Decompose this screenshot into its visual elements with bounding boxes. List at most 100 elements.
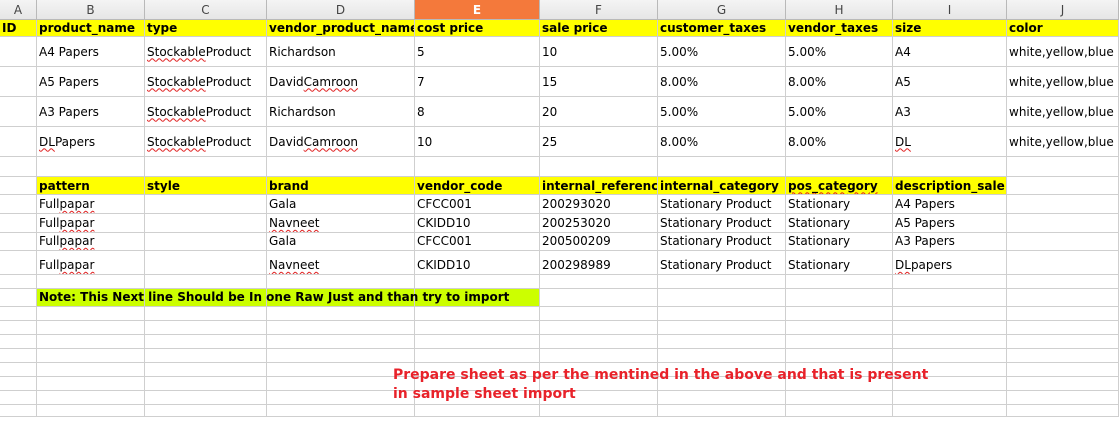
cell-i[interactable]: A3 Papers: [893, 233, 1007, 250]
cell-j[interactable]: [1007, 307, 1119, 320]
cell-e[interactable]: [415, 363, 540, 376]
cell-c[interactable]: [145, 214, 267, 232]
cell-f[interactable]: 25: [540, 127, 658, 156]
cell-g[interactable]: 5.00%: [658, 97, 786, 126]
cell-g[interactable]: [658, 377, 786, 390]
cell-h[interactable]: 5.00%: [786, 37, 893, 66]
cell-h[interactable]: [786, 363, 893, 376]
cell-e[interactable]: [415, 289, 540, 306]
cell-c[interactable]: [145, 233, 267, 250]
cell-f[interactable]: 15: [540, 67, 658, 96]
note-cell[interactable]: Note: This Next line Should be In one Ra…: [37, 289, 509, 306]
cell-a[interactable]: [0, 214, 37, 232]
cell-e[interactable]: [415, 349, 540, 362]
column-header-b[interactable]: B: [37, 0, 145, 20]
cell-f[interactable]: [540, 363, 658, 376]
cell-j[interactable]: [1007, 321, 1119, 334]
cell-h[interactable]: Stationary: [786, 214, 893, 232]
cell-c[interactable]: [145, 335, 267, 348]
cell-h[interactable]: [786, 275, 893, 288]
cell-d[interactable]: Navneet: [267, 214, 415, 232]
cell-j[interactable]: white,yellow,blue: [1007, 37, 1119, 66]
cell-c[interactable]: [145, 289, 267, 306]
cell-j[interactable]: [1007, 349, 1119, 362]
cell-i[interactable]: [893, 157, 1007, 176]
cell-d[interactable]: Navneet: [267, 251, 415, 274]
cell-e[interactable]: [415, 405, 540, 416]
cell-j[interactable]: [1007, 405, 1119, 416]
cell-d[interactable]: Richardson: [267, 97, 415, 126]
column-header-g[interactable]: G: [658, 0, 786, 20]
cell-j[interactable]: [1007, 195, 1119, 213]
cell-d[interactable]: [267, 377, 415, 390]
cell-e[interactable]: 8: [415, 97, 540, 126]
cell-a[interactable]: [0, 127, 37, 156]
cell-i[interactable]: [893, 391, 1007, 404]
header-cell-cost-price[interactable]: cost price: [415, 20, 540, 36]
cell-i[interactable]: A5: [893, 67, 1007, 96]
cell-c[interactable]: Stockable Product: [145, 67, 267, 96]
cell-b[interactable]: [37, 275, 145, 288]
cell-b[interactable]: [37, 377, 145, 390]
header-cell-internal-category[interactable]: internal_category: [658, 177, 786, 194]
cell-i[interactable]: [893, 363, 1007, 376]
cell-i[interactable]: [893, 321, 1007, 334]
cell-f[interactable]: [540, 307, 658, 320]
cell-i[interactable]: A5 Papers: [893, 214, 1007, 232]
cell-j[interactable]: [1007, 157, 1119, 176]
cell-b[interactable]: Full papar: [37, 251, 145, 274]
cell-b[interactable]: Full papar: [37, 233, 145, 250]
cell-g[interactable]: [658, 157, 786, 176]
cell-g[interactable]: [658, 307, 786, 320]
cell-d[interactable]: [267, 289, 415, 306]
cell-f[interactable]: 200500209: [540, 233, 658, 250]
cell-c[interactable]: Stockable Product: [145, 97, 267, 126]
cell-f[interactable]: 20: [540, 97, 658, 126]
cell-h[interactable]: [786, 405, 893, 416]
cell-a[interactable]: [0, 307, 37, 320]
cell-e[interactable]: [415, 335, 540, 348]
cell-a[interactable]: [0, 67, 37, 96]
cell-e[interactable]: [415, 391, 540, 404]
cell-a[interactable]: [0, 391, 37, 404]
cell-i[interactable]: [893, 275, 1007, 288]
cell-c[interactable]: [145, 363, 267, 376]
cell-i[interactable]: [893, 377, 1007, 390]
cell-d[interactable]: Richardson: [267, 37, 415, 66]
cell-g[interactable]: [658, 405, 786, 416]
cell-h[interactable]: Stationary: [786, 195, 893, 213]
cell-g[interactable]: 8.00%: [658, 67, 786, 96]
cell-i[interactable]: [893, 349, 1007, 362]
cell-h[interactable]: 8.00%: [786, 127, 893, 156]
cell-i[interactable]: [893, 289, 1007, 306]
column-header-d[interactable]: D: [267, 0, 415, 20]
cell-f[interactable]: 200253020: [540, 214, 658, 232]
cell-j[interactable]: [1007, 214, 1119, 232]
cell-a[interactable]: [0, 97, 37, 126]
cell-b[interactable]: [37, 349, 145, 362]
cell-f[interactable]: 10: [540, 37, 658, 66]
cell-d[interactable]: Gala: [267, 195, 415, 213]
cell-a[interactable]: [0, 233, 37, 250]
cell-j[interactable]: [1007, 251, 1119, 274]
cell-d[interactable]: [267, 363, 415, 376]
cell-a[interactable]: [0, 405, 37, 416]
header-cell-type[interactable]: type: [145, 20, 267, 36]
header-cell-blank[interactable]: [1007, 177, 1119, 194]
cell-c[interactable]: [145, 377, 267, 390]
cell-j[interactable]: [1007, 363, 1119, 376]
cell-i[interactable]: A4: [893, 37, 1007, 66]
cell-e[interactable]: [415, 275, 540, 288]
cell-i[interactable]: [893, 307, 1007, 320]
cell-f[interactable]: [540, 405, 658, 416]
cell-b[interactable]: DL Papers: [37, 127, 145, 156]
cell-e[interactable]: 5: [415, 37, 540, 66]
cell-i[interactable]: A3: [893, 97, 1007, 126]
cell-b[interactable]: [37, 391, 145, 404]
cell-f[interactable]: [540, 335, 658, 348]
cell-e[interactable]: CKIDD10: [415, 214, 540, 232]
header-cell-sale-price[interactable]: sale price: [540, 20, 658, 36]
cell-c[interactable]: Stockable Product: [145, 37, 267, 66]
header-cell-vendor-code[interactable]: vendor_code: [415, 177, 540, 194]
cell-g[interactable]: Stationary Product: [658, 233, 786, 250]
